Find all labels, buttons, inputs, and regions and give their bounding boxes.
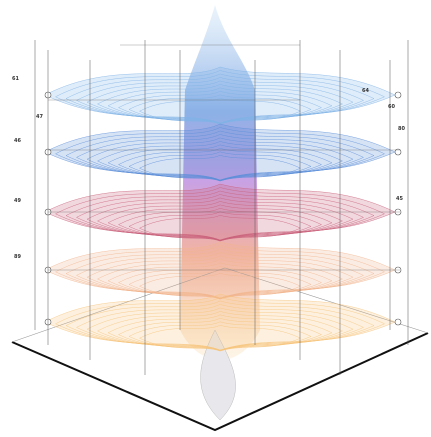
wave-layer [65, 73, 375, 124]
base-front-edges [11, 332, 429, 432]
wave-layer [107, 314, 333, 351]
wave-layer [128, 321, 312, 352]
wave-layer [107, 204, 333, 241]
wave-layer [86, 137, 354, 181]
wire-frame [34, 40, 409, 375]
wave-layer [75, 252, 365, 299]
wave-layer [96, 141, 344, 181]
label: 47 [36, 114, 43, 120]
wave-layer [65, 190, 375, 241]
wave-layer [75, 194, 365, 241]
base-back-edges [11, 267, 429, 343]
wave-layer [75, 304, 365, 351]
wave-layer [54, 245, 386, 299]
wave-layer [96, 201, 344, 241]
wave-layer [65, 300, 375, 351]
wave-layer [96, 84, 344, 124]
label: 46 [14, 138, 21, 144]
wave-layer [138, 215, 302, 242]
base-frame [11, 267, 429, 432]
wave-layer [107, 262, 333, 299]
wave-layer [65, 248, 375, 299]
wave-layer [128, 211, 312, 242]
wave-layer [117, 91, 323, 125]
node [394, 91, 402, 99]
wave-layer [138, 325, 302, 352]
wave-layer [86, 255, 354, 299]
central-column [180, 5, 260, 421]
wave-layer [138, 155, 302, 182]
wave-layer [138, 273, 302, 300]
label: 61 [12, 76, 19, 82]
wave-layer [75, 134, 365, 181]
wave-layer [86, 307, 354, 351]
label: 49 [14, 198, 21, 204]
wave-layer [128, 94, 312, 125]
wave-layer [86, 80, 354, 124]
wave-layer [96, 259, 344, 299]
label: 80 [398, 126, 405, 132]
wave-layer [138, 98, 302, 125]
node [394, 148, 402, 156]
wave-layer [128, 269, 312, 300]
wave-layer [86, 197, 354, 241]
wave-layer [107, 144, 333, 181]
wave-layer [117, 318, 323, 352]
column-base [200, 329, 236, 421]
label: 64 [362, 88, 369, 94]
wave-layer [54, 297, 386, 351]
label: 89 [14, 254, 21, 260]
wave-layer [75, 77, 365, 124]
label: 45 [396, 196, 403, 202]
layers [44, 66, 402, 352]
wave-layer [54, 127, 386, 181]
wave-layer [65, 130, 375, 181]
wave-layer [128, 151, 312, 182]
wave-layer [96, 311, 344, 351]
wave-layer [54, 70, 386, 124]
wave-layer [117, 148, 323, 182]
wave-layer [107, 87, 333, 124]
label: 60 [388, 104, 395, 110]
wave-layer [54, 187, 386, 241]
column-glow [180, 5, 260, 360]
node [394, 318, 402, 326]
labels: 61 47 46 49 89 64 60 80 45 [12, 76, 405, 260]
